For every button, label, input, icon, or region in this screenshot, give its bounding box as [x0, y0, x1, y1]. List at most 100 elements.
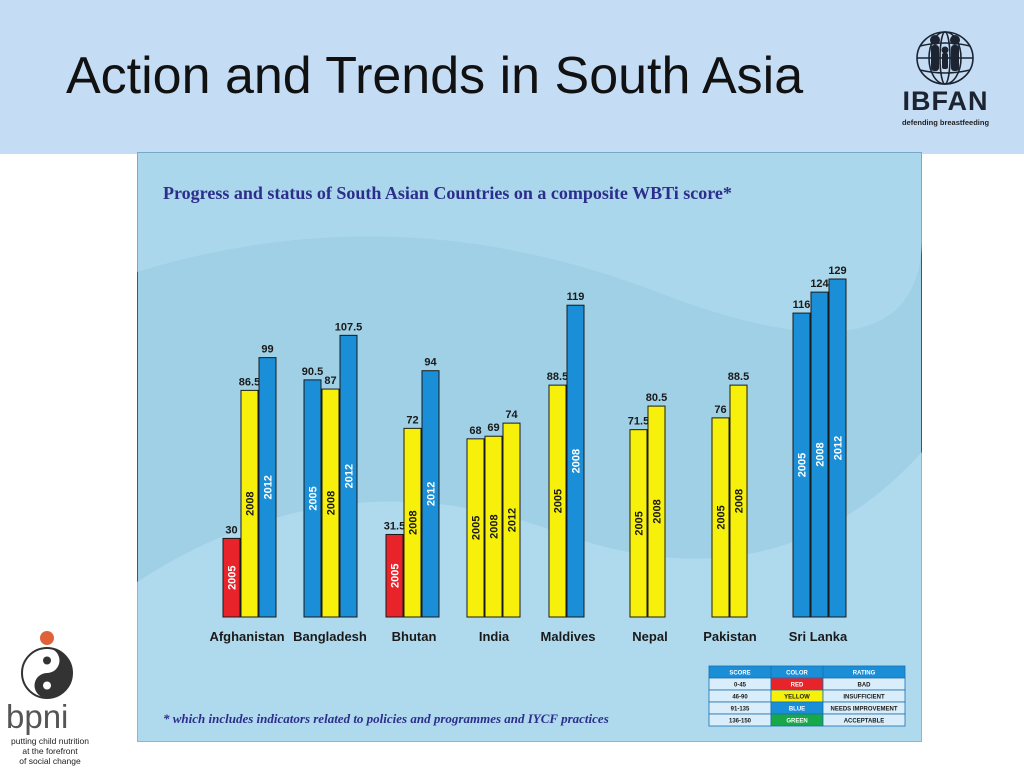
bar — [421, 370, 440, 618]
bar — [321, 388, 340, 618]
bar-value-label: 116 — [793, 299, 811, 311]
legend-cell-text: YELLOW — [784, 695, 810, 701]
bpni-tagline-line: at the forefront — [22, 746, 78, 756]
wbti-bar-chart: Progress and status of South Asian Count… — [137, 152, 922, 742]
bar-value-label: 88.5 — [728, 371, 749, 383]
legend-cell-text: RED — [791, 683, 804, 689]
bar — [385, 533, 404, 618]
bar — [729, 384, 748, 618]
bar-year-label: 2008 — [652, 499, 664, 523]
bar-groups: 30 2005 86.5 2008 99 2012 90.5 2005 87 2008 107.5 2… — [222, 265, 847, 618]
legend-cell-text: ACCEPTABLE — [844, 719, 885, 725]
bar-group-sri-lanka: 116 2005 124 2008 129 2012 — [792, 265, 847, 618]
bar-year-label: 2005 — [227, 565, 239, 589]
bar — [629, 429, 648, 618]
yin-yang-child-icon — [21, 631, 73, 699]
bar — [566, 304, 585, 618]
bar — [303, 379, 322, 618]
bar-year-label: 2008 — [408, 510, 420, 534]
bar — [466, 438, 485, 618]
bpni-logo-text: bpni — [6, 698, 69, 735]
bar-value-label: 69 — [487, 422, 499, 434]
bar — [647, 405, 666, 618]
bar — [828, 278, 847, 618]
bar-value-label: 68 — [469, 425, 481, 437]
bar — [339, 334, 358, 618]
bar-group-india: 68 2005 69 2008 74 2012 — [466, 409, 521, 618]
bar-value-label: 71.5 — [628, 416, 649, 428]
country-label: Bangladesh — [293, 629, 367, 644]
legend-cell-text: BLUE — [789, 707, 805, 713]
bar-year-label: 2008 — [734, 489, 746, 513]
legend-cell-text: 46-90 — [732, 695, 748, 701]
slide-header: Action and Trends in South Asia IBFAN de… — [0, 0, 1024, 154]
bar-value-label: 86.5 — [239, 376, 260, 388]
ibfan-logo-text: IBFAN — [902, 86, 989, 116]
bar-value-label: 129 — [828, 265, 846, 277]
bar-year-label: 2012 — [263, 475, 275, 499]
bar-year-label: 2005 — [390, 563, 402, 587]
ibfan-tagline: defending breastfeeding — [901, 118, 990, 127]
bar-value-label: 87 — [324, 375, 336, 387]
bar-year-label: 2005 — [797, 453, 809, 477]
bar-value-label: 99 — [261, 344, 273, 356]
bar-value-label: 90.5 — [302, 366, 323, 378]
bar-year-label: 2005 — [634, 511, 646, 535]
bar-value-label: 76 — [714, 404, 726, 416]
bar — [810, 291, 829, 618]
bar-year-label: 2012 — [344, 464, 356, 488]
bar — [222, 537, 241, 618]
bar-value-label: 94 — [424, 357, 437, 369]
legend-cell-text: NEEDS IMPROVEMENT — [830, 707, 897, 713]
bar-value-label: 31.5 — [384, 520, 405, 532]
background-wave — [137, 152, 922, 332]
bar-year-label: 2005 — [553, 489, 565, 513]
bar-group-pakistan: 76 2005 88.5 2008 — [711, 371, 749, 618]
legend-cell-text: 91-135 — [731, 707, 750, 713]
bar-year-label: 2008 — [489, 514, 501, 538]
bar-year-label: 2005 — [716, 505, 728, 529]
bar-year-label: 2012 — [833, 436, 845, 460]
bar-year-label: 2008 — [245, 491, 257, 515]
bar-year-label: 2012 — [426, 482, 438, 506]
bar — [711, 417, 730, 618]
legend-cell-text: BAD — [858, 683, 872, 689]
legend-header-text: RATING — [853, 671, 876, 677]
bar-group-bhutan: 31.5 2005 72 2008 94 2012 — [384, 357, 440, 618]
country-label: Bhutan — [392, 629, 437, 644]
bar — [484, 435, 503, 618]
bar-year-label: 2008 — [326, 491, 338, 515]
bar-year-label: 2005 — [471, 516, 483, 540]
bar-year-label: 2005 — [308, 486, 320, 510]
bar — [548, 384, 567, 618]
bar-value-label: 74 — [505, 409, 518, 421]
bar — [502, 422, 521, 618]
globe-family-icon — [916, 31, 974, 85]
bpni-logo: bpni putting child nutrition at the fore… — [0, 628, 100, 768]
country-label: Sri Lanka — [789, 629, 848, 644]
rating-legend-table: SCORE COLOR RATING 0-45 RED BAD 46-90 YELLOW INS… — [708, 665, 906, 727]
chart-title: Progress and status of South Asian Count… — [163, 183, 732, 203]
bar — [792, 312, 811, 618]
bar — [240, 389, 259, 618]
bar-group-bangladesh: 90.5 2005 87 2008 107.5 2012 — [302, 321, 362, 618]
bar-group-nepal: 71.5 2005 80.5 2008 — [628, 392, 667, 618]
legend-cell-text: 0-45 — [734, 683, 747, 689]
bpni-tagline: putting child nutrition at the forefront… — [0, 736, 100, 766]
bar-group-maldives: 88.5 2005 119 2008 — [547, 291, 585, 618]
legend-header-text: SCORE — [729, 671, 750, 677]
bar-value-label: 30 — [225, 524, 237, 536]
country-label: Nepal — [632, 629, 667, 644]
bar-year-label: 2008 — [815, 442, 827, 466]
country-label: India — [479, 629, 510, 644]
bar-group-afghanistan: 30 2005 86.5 2008 99 2012 — [222, 344, 277, 618]
bpni-tagline-line: putting child nutrition — [11, 736, 89, 746]
country-labels: Afghanistan Bangladesh Bhutan India Maldives… — [209, 629, 848, 644]
legend-cell — [822, 713, 906, 727]
bar-value-label: 72 — [406, 414, 418, 426]
bar — [403, 427, 422, 618]
country-label: Maldives — [541, 629, 596, 644]
legend-cell-text: INSUFFICIENT — [843, 695, 885, 701]
bar-value-label: 124 — [810, 278, 829, 290]
ibfan-logo: IBFAN defending breastfeeding — [893, 28, 998, 128]
